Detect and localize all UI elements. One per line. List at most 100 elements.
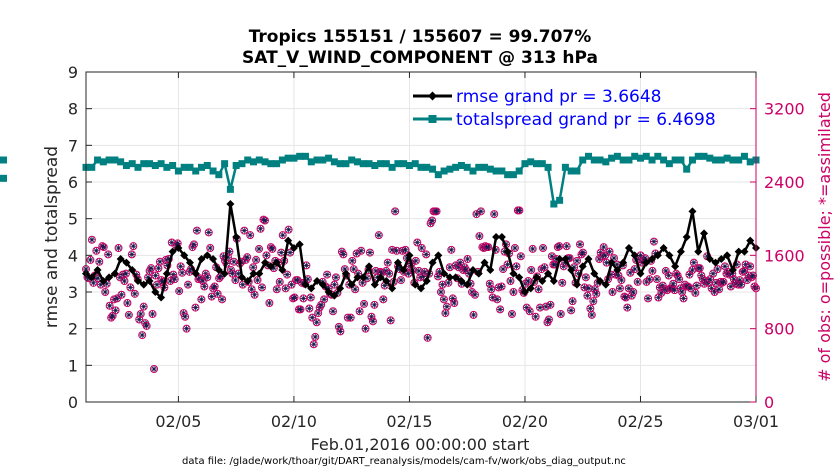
rmse-layer-point-9 [133,277,142,285]
rmse-layer-point-18 [185,258,194,267]
spread-layer-point-47 [353,158,361,166]
obs-marker-139 [287,280,296,289]
rmse-layer-point-10 [139,280,148,289]
obs-marker-151 [305,304,314,313]
obs-marker-320 [555,242,564,251]
spread-layer-point-67 [469,167,477,175]
obs-marker-404 [679,294,688,303]
spread-layer-point-32 [267,160,275,168]
rmse-layer-point-74 [509,269,518,278]
obs-marker-321 [556,310,565,318]
spread-layer-point-81 [550,200,558,208]
rmse-layer-point-60 [428,258,437,267]
obs-marker-118 [256,224,265,233]
spread-layer-point-105 [688,156,696,164]
rmse-layer-point-20 [197,255,206,263]
legend-spread-label: totalspread grand pr = 6.4698 [456,110,716,130]
obs-marker-443 [737,280,746,289]
spread-layer-point-64 [452,163,460,171]
spread-layer-point-61 [434,171,442,179]
obs-marker-141 [290,293,299,302]
yr-tick-label-0: 0 [764,393,774,412]
spread-layer-point-57 [411,160,419,168]
obs-marker-427 [713,265,722,274]
rmse-layer-point-11 [145,277,154,285]
rmse-layer-point-2 [93,266,102,274]
spread-layer-point-44 [336,160,344,168]
spread-layer-point-112 [729,156,737,164]
legend: rmse grand pr = 3.6648 totalspread grand… [413,87,716,130]
obs-marker-248 [448,294,457,303]
obs-marker-428 [715,285,724,294]
obs-marker-332 [573,256,582,265]
obs-marker-7 [92,246,101,255]
obs-marker-262 [469,310,478,319]
rmse-layer-point-77 [526,284,535,293]
rmse-layer-point-97 [642,258,651,267]
spread-layer-point-40 [313,156,321,164]
obs-marker-74 [191,303,200,312]
rmse-layer-point-3 [99,277,108,285]
obs-marker-83 [204,228,213,237]
obs-marker-168 [330,280,339,289]
rmse-layer-point-53 [388,284,397,293]
obs-marker-92 [218,295,227,304]
spread-layer-point-104 [683,165,691,173]
spread-layer-point-30 [255,156,263,164]
obs-marker-107 [240,226,249,235]
obs-marker-181 [349,265,358,274]
spread-layer-point-74 [509,171,517,179]
obs-marker-182 [351,285,360,294]
obs-marker-424 [709,269,718,278]
obs-marker-183 [352,249,361,258]
rmse-layer-point-95 [630,251,639,260]
rmse-layer-point-24 [220,269,229,278]
spread-layer-point-11 [146,160,154,168]
rmse-layer-point-47 [353,273,362,282]
rmse-layer-point-16 [174,244,183,252]
rmse-layer-point-41 [318,280,327,289]
spread-layer-point-115 [746,158,754,166]
spread-layer-point-58 [417,163,425,171]
spread-layer-point-18 [186,163,194,171]
obs-marker-266 [475,232,484,241]
obs-marker-153 [308,313,317,322]
spread-layer-point-110 [717,156,725,164]
rmse-layer-point-108 [705,255,714,263]
obs-marker-310 [540,263,549,272]
obs-marker-304 [531,312,540,321]
obs-marker-367 [624,284,633,293]
obs-marker-412 [691,288,700,297]
rmse-layer-point-89 [596,277,605,285]
obs-marker-205 [385,269,394,278]
obs-marker-111 [246,231,255,240]
spread-layer-point-7 [122,162,130,169]
spread-layer-point-10 [140,160,148,168]
obs-marker-122 [262,251,271,260]
obs-marker-193 [367,312,376,321]
obs-marker-338 [581,273,590,282]
obs-marker-82 [203,273,212,282]
rmse-layer-point-96 [636,269,645,278]
obs-marker-334 [575,240,584,249]
spread-layer-point-39 [307,158,315,166]
obs-marker-294 [516,252,525,261]
obs-marker-280 [496,305,505,314]
rmse-layer-point-5 [110,269,119,278]
spread-layer-point-15 [169,162,177,169]
rmse-layer-point-67 [468,266,477,274]
obs-marker-32 [129,242,138,251]
rmse-layer-point-107 [700,229,709,238]
spread-layer-point-97 [642,152,650,160]
spread-layer-point-21 [203,162,211,169]
obs-marker-29 [124,310,133,319]
obs-marker-46 [150,365,159,373]
obs-marker-126 [268,244,277,253]
spread-layer-point-56 [405,162,413,169]
obs-marker-244 [442,302,451,311]
rmse-layer-point-44 [336,284,345,293]
obs-marker-65 [178,268,187,277]
spread-layer-point-100 [660,156,668,164]
obs-marker-342 [587,310,596,319]
rmse-layer-point-40 [313,277,322,285]
